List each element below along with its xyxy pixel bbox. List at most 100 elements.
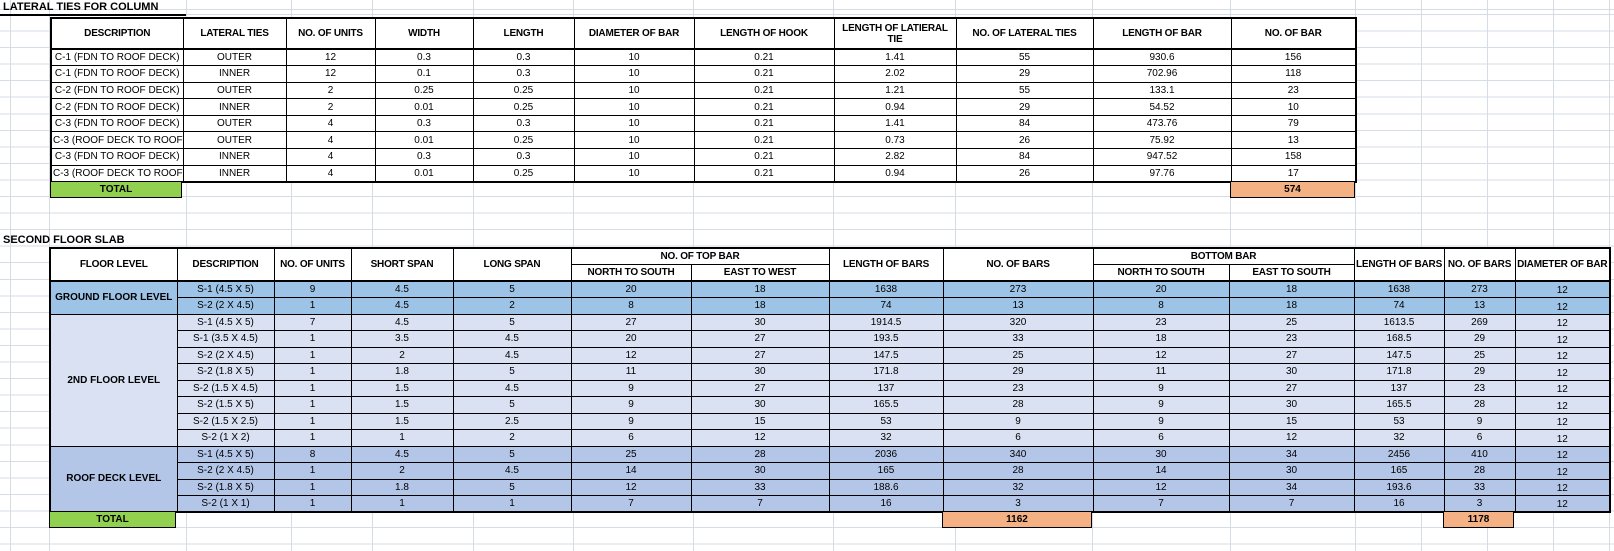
cell[interactable]: 23 — [1092, 313, 1230, 331]
cell[interactable]: 9 — [570, 379, 692, 397]
cell[interactable]: 9 — [1443, 412, 1516, 430]
cell[interactable]: 34 — [1228, 478, 1355, 496]
cell[interactable]: 10 — [573, 48, 695, 67]
cell[interactable]: 0.21 — [693, 148, 835, 166]
cell[interactable]: 320 — [942, 313, 1094, 331]
cell[interactable]: 2 — [350, 346, 454, 364]
cell[interactable]: 147.5 — [1353, 346, 1445, 364]
cell[interactable]: 0.21 — [693, 164, 835, 183]
column-header[interactable]: SHORT SPAN — [350, 247, 454, 282]
cell[interactable]: 0.25 — [472, 164, 575, 183]
cell[interactable]: 8 — [273, 445, 352, 463]
cell[interactable]: 75.92 — [1092, 131, 1232, 150]
cell[interactable]: 171.8 — [1353, 363, 1445, 381]
cell[interactable]: 10 — [573, 65, 695, 83]
cell[interactable]: 26 — [955, 131, 1094, 150]
cell[interactable]: 0.01 — [374, 164, 474, 183]
cell[interactable]: 0.25 — [472, 81, 575, 100]
cell[interactable]: 2 — [285, 81, 376, 100]
cell[interactable]: 340 — [942, 445, 1094, 463]
cell[interactable]: 10 — [573, 148, 695, 166]
cell[interactable]: 30 — [1228, 363, 1355, 381]
column-header[interactable]: LONG SPAN — [452, 247, 572, 282]
cell[interactable]: 23 — [942, 379, 1094, 397]
cell[interactable]: OUTER — [182, 81, 287, 100]
cell[interactable]: 1 — [273, 363, 352, 381]
cell[interactable]: 930.6 — [1092, 48, 1232, 67]
cell[interactable]: S-2 (2 X 4.5) — [176, 297, 275, 315]
cell[interactable]: 171.8 — [828, 363, 944, 381]
cell[interactable]: 84 — [955, 148, 1094, 166]
total-bottom-bars-cell[interactable]: 1178 — [1443, 511, 1514, 528]
cell[interactable]: 10 — [573, 164, 695, 183]
cell[interactable]: 273 — [1443, 280, 1516, 298]
cell[interactable]: 1.21 — [833, 81, 957, 100]
cell[interactable]: 27 — [690, 379, 830, 397]
column-header[interactable]: NO. OF BARS — [942, 247, 1094, 282]
cell[interactable]: 4 — [285, 164, 376, 183]
column-header[interactable]: NO. OF BAR — [1230, 17, 1357, 50]
total-label-cell[interactable]: TOTAL — [49, 511, 176, 528]
cell[interactable]: 28 — [942, 462, 1094, 480]
cell[interactable]: 9 — [570, 396, 692, 414]
cell[interactable]: 28 — [1443, 462, 1516, 480]
cell[interactable]: 273 — [942, 280, 1094, 298]
cell[interactable]: 12 — [1514, 429, 1611, 447]
floor-level-label[interactable]: ROOF DECK LEVEL — [49, 445, 178, 513]
cell[interactable]: 2 — [452, 297, 572, 315]
floor-level-label[interactable]: GROUND FLOOR LEVEL — [49, 280, 178, 315]
cell[interactable]: 1914.5 — [828, 313, 944, 331]
cell[interactable]: S-2 (2 X 4.5) — [176, 346, 275, 364]
cell[interactable]: 188.6 — [828, 478, 944, 496]
cell[interactable]: 14 — [1092, 462, 1230, 480]
cell[interactable]: 29 — [955, 65, 1094, 83]
cell[interactable]: 12 — [1092, 346, 1230, 364]
cell[interactable]: 0.3 — [374, 48, 474, 67]
cell[interactable]: 74 — [828, 297, 944, 315]
cell[interactable]: OUTER — [182, 48, 287, 67]
cell[interactable]: 27 — [1228, 379, 1355, 397]
table2-title[interactable]: SECOND FLOOR SLAB — [3, 234, 125, 246]
cell[interactable]: 0.94 — [833, 98, 957, 116]
cell[interactable]: 0.3 — [472, 65, 575, 83]
cell[interactable]: 12 — [1514, 280, 1611, 298]
cell[interactable]: 29 — [955, 98, 1094, 116]
cell[interactable]: INNER — [182, 98, 287, 116]
cell[interactable]: 1 — [273, 478, 352, 496]
column-header[interactable]: LENGTH — [472, 17, 575, 50]
cell[interactable]: 1 — [273, 396, 352, 414]
cell[interactable]: S-1 (4.5 X 5) — [176, 445, 275, 463]
cell[interactable]: 165.5 — [828, 396, 944, 414]
cell[interactable]: C-3 (ROOF DECK TO ROOF ) — [50, 131, 184, 150]
column-header[interactable]: LENGTH OF BARS — [1353, 247, 1445, 282]
cell[interactable]: 54.52 — [1092, 98, 1232, 116]
cell[interactable]: 410 — [1443, 445, 1516, 463]
cell[interactable]: 12 — [570, 346, 692, 364]
cell[interactable]: S-2 (1 X 2) — [176, 429, 275, 447]
cell[interactable]: 193.5 — [828, 330, 944, 348]
cell[interactable]: 0.3 — [374, 148, 474, 166]
cell[interactable]: S-2 (1 X 1) — [176, 495, 275, 513]
cell[interactable]: 16 — [828, 495, 944, 513]
column-header[interactable]: FLOOR LEVEL — [49, 247, 178, 282]
cell[interactable]: 32 — [942, 478, 1094, 496]
cell[interactable]: 156 — [1230, 48, 1357, 67]
cell[interactable]: 33 — [690, 478, 830, 496]
cell[interactable]: 18 — [1228, 280, 1355, 298]
cell[interactable]: S-1 (4.5 X 5) — [176, 280, 275, 298]
cell[interactable]: 269 — [1443, 313, 1516, 331]
cell[interactable]: 33 — [942, 330, 1094, 348]
cell[interactable]: 32 — [828, 429, 944, 447]
cell[interactable]: 1.41 — [833, 48, 957, 67]
cell[interactable]: 30 — [1228, 462, 1355, 480]
cell[interactable]: 20 — [570, 330, 692, 348]
cell[interactable]: 55 — [955, 48, 1094, 67]
cell[interactable]: 13 — [1443, 297, 1516, 315]
column-header[interactable]: NO. OF BARS — [1443, 247, 1516, 282]
column-group-header[interactable]: BOTTOM BAR — [1092, 247, 1355, 265]
cell[interactable]: C-3 (ROOF DECK TO ROOF ) — [50, 164, 184, 183]
cell[interactable]: 12 — [1514, 379, 1611, 397]
cell[interactable]: 9 — [942, 412, 1094, 430]
cell[interactable]: 0.3 — [472, 48, 575, 67]
cell[interactable]: 26 — [955, 164, 1094, 183]
